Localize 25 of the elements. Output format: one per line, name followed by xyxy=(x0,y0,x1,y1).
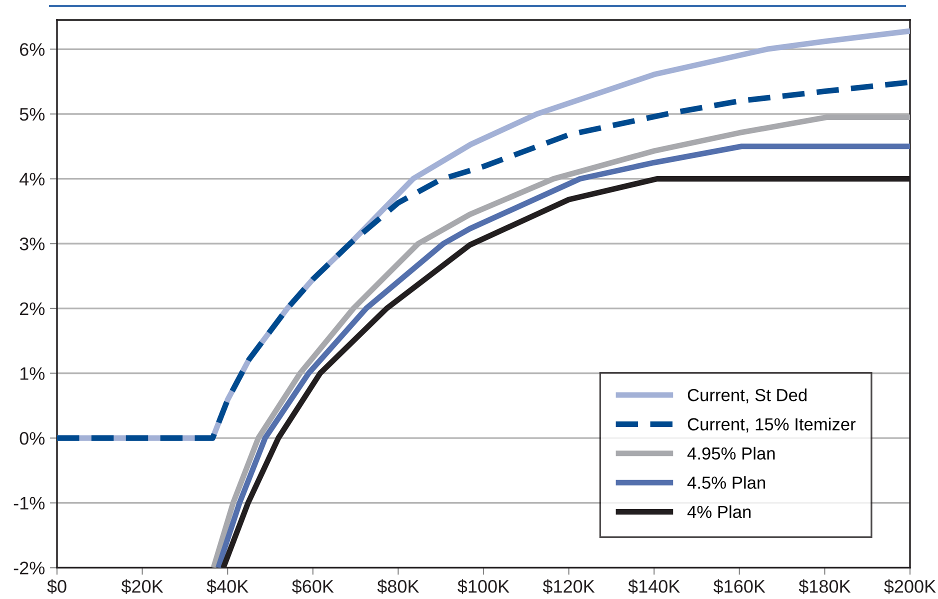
legend-label: Current, St Ded xyxy=(688,388,806,404)
y-tick-label: 4% xyxy=(20,172,45,186)
x-tick-label: $200K xyxy=(884,579,936,594)
y-tick-label: 3% xyxy=(20,238,45,250)
x-tick-label: $40K xyxy=(206,579,248,594)
y-tick-label: 0% xyxy=(20,432,45,445)
x-tick-label: $140K xyxy=(628,579,680,594)
x-tick-label: $180K xyxy=(798,579,851,594)
legend-label: 4% Plan xyxy=(687,505,751,518)
y-tick-label: 5% xyxy=(20,108,45,121)
y-tick-label: -2% xyxy=(14,562,45,574)
x-tick-label: $0 xyxy=(47,579,66,594)
legend-label: 4.95% Plan xyxy=(687,446,775,460)
x-tick-label: $100K xyxy=(458,579,510,594)
x-tick-label: $20K xyxy=(121,579,164,594)
y-tick-label: 2% xyxy=(20,302,45,316)
x-tick-label: $60K xyxy=(292,579,334,594)
x-tick-label: $80K xyxy=(377,579,420,594)
legend-label: Current, 15% Itemizer xyxy=(688,418,856,432)
legend-label: 4.5% Plan xyxy=(687,476,766,489)
x-tick-label: $120K xyxy=(542,579,595,594)
y-tick-label: 1% xyxy=(20,367,45,380)
y-tick-label: 6% xyxy=(20,43,45,56)
x-tick-label: $160K xyxy=(713,579,766,594)
y-tick-label: -1% xyxy=(14,496,45,510)
